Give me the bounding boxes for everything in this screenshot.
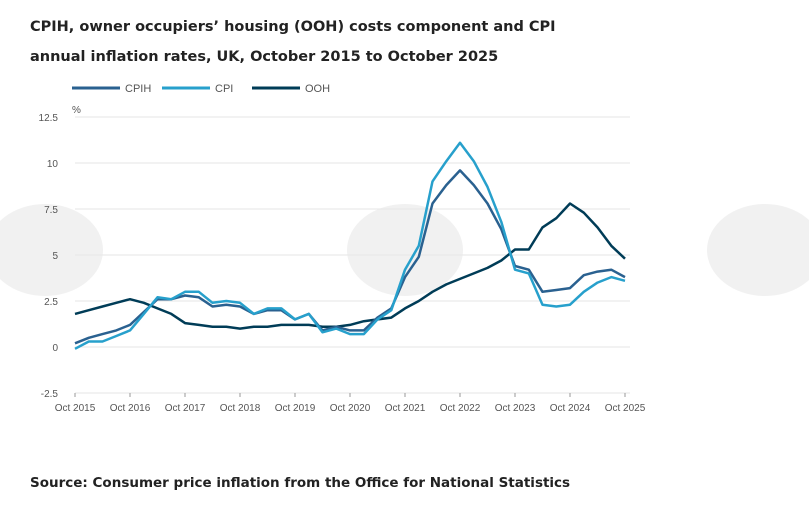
y-tick-label: 12.5 [39,113,59,124]
y-tick-label: 5 [52,251,58,262]
watermark-logo [0,204,103,296]
x-tick-label: Oct 2019 [275,403,316,414]
x-tick-label: Oct 2018 [220,403,261,414]
watermark-logo [707,204,809,296]
x-tick-label: Oct 2025 [605,403,646,414]
legend-label-cpi: CPI [215,83,233,95]
x-tick-label: Oct 2023 [495,403,536,414]
line-chart: 12.5 10 7.5 5 2.5 0 -2.5% Oct 2015 Oct 2016 Oct 2… [0,83,809,414]
x-tick-label: Oct 2024 [550,403,591,414]
watermark-logo [347,204,463,296]
legend-label-ooh: OOH [305,83,330,95]
y-tick-label: 0 [52,343,58,354]
x-tick-label: Oct 2021 [385,403,426,414]
series-line-ooh [74,202,626,330]
legend-label-cpih: CPIH [125,83,151,95]
y-tick-label: 2.5 [44,297,58,308]
y-tick-label: 7.5 [44,205,58,216]
series-line-cpi [74,141,626,350]
x-tick-label: Oct 2022 [440,403,481,414]
x-tick-label: Oct 2015 [55,403,96,414]
x-tick-label: Oct 2016 [110,403,151,414]
x-tick-label: Oct 2020 [330,403,371,414]
chart-title: CPIH, owner occupiers’ housing (OOH) cos… [30,19,556,65]
x-tick-label: Oct 2017 [165,403,206,414]
y-axis-unit: % [72,105,81,116]
y-tick-label: 10 [47,159,59,170]
y-tick-label: -2.5 [41,389,59,400]
source-note: Source: Consumer price inflation from th… [30,475,571,491]
